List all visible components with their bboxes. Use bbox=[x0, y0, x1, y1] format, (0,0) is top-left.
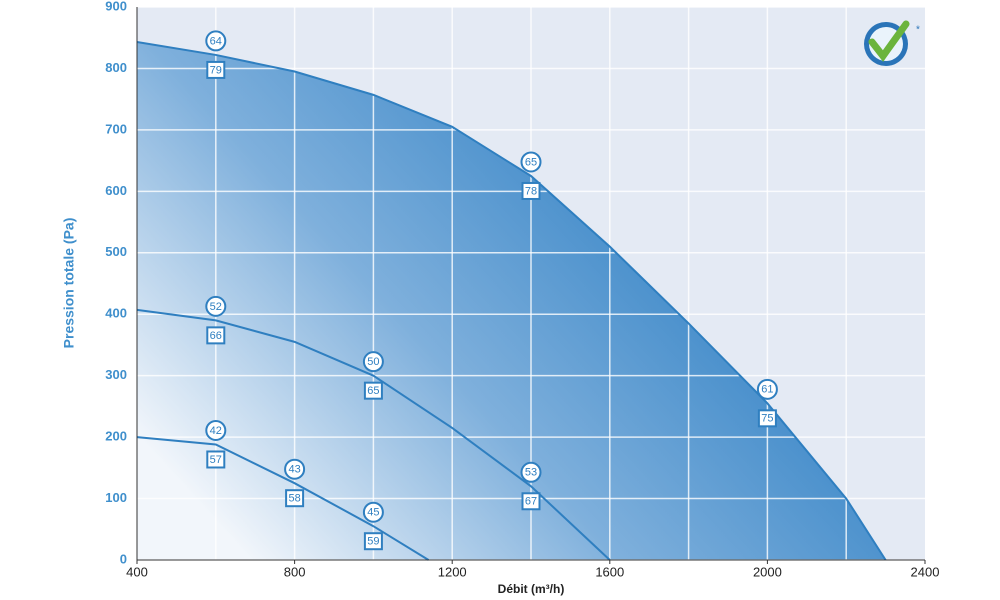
square-label: 58 bbox=[288, 493, 300, 505]
square-marker bbox=[521, 492, 541, 511]
circle-marker bbox=[520, 151, 542, 173]
square-marker bbox=[206, 450, 226, 469]
logo: * bbox=[864, 20, 920, 66]
circle-marker bbox=[205, 30, 227, 52]
circle-label: 50 bbox=[367, 356, 379, 368]
square-marker bbox=[206, 326, 226, 345]
square-label: 66 bbox=[210, 330, 222, 342]
x-tick-label: 1600 bbox=[595, 564, 624, 579]
square-marker bbox=[285, 489, 305, 508]
curve bbox=[136, 41, 887, 561]
circle-marker bbox=[362, 351, 384, 373]
svg-text:*: * bbox=[916, 25, 920, 36]
circle-label: 65 bbox=[525, 156, 537, 168]
square-label: 78 bbox=[525, 185, 537, 197]
y-tick-label: 200 bbox=[105, 429, 127, 444]
circle-label: 45 bbox=[367, 507, 379, 519]
circle-marker bbox=[205, 419, 227, 441]
y-tick-label: 800 bbox=[105, 60, 127, 75]
circle-marker bbox=[520, 461, 542, 483]
curve bbox=[136, 308, 611, 561]
square-label: 65 bbox=[367, 385, 379, 397]
square-marker bbox=[521, 181, 541, 200]
square-label: 67 bbox=[525, 496, 537, 508]
curve bbox=[136, 436, 430, 561]
circle-marker bbox=[205, 295, 227, 317]
y-tick-label: 0 bbox=[120, 551, 127, 566]
circle-label: 53 bbox=[525, 467, 537, 479]
square-marker bbox=[363, 381, 383, 400]
y-tick-label: 400 bbox=[105, 306, 127, 321]
square-marker bbox=[206, 60, 226, 79]
x-tick-label: 400 bbox=[126, 564, 148, 579]
square-label: 57 bbox=[210, 454, 222, 466]
y-tick-label: 500 bbox=[105, 244, 127, 259]
circle-label: 43 bbox=[288, 464, 300, 476]
square-marker bbox=[757, 409, 777, 428]
circle-label: 64 bbox=[210, 35, 222, 47]
circle-marker bbox=[756, 378, 778, 400]
x-tick-label: 800 bbox=[284, 564, 306, 579]
circle-label: 52 bbox=[210, 301, 222, 313]
square-label: 79 bbox=[210, 64, 222, 76]
circle-marker bbox=[284, 458, 306, 480]
x-tick-label: 1200 bbox=[438, 564, 467, 579]
y-tick-label: 100 bbox=[105, 490, 127, 505]
x-axis-label: Débit (m³/h) bbox=[498, 582, 565, 596]
y-tick-label: 900 bbox=[105, 0, 127, 13]
square-marker bbox=[363, 532, 383, 551]
square-label: 59 bbox=[367, 536, 379, 548]
y-axis-label: Pression totale (Pa) bbox=[61, 218, 77, 349]
x-tick-label: 2000 bbox=[753, 564, 782, 579]
y-tick-label: 600 bbox=[105, 183, 127, 198]
y-tick-label: 300 bbox=[105, 367, 127, 382]
circle-label: 61 bbox=[761, 384, 773, 396]
x-tick-label: 2400 bbox=[911, 564, 940, 579]
circle-label: 42 bbox=[210, 425, 222, 437]
circle-marker bbox=[362, 501, 384, 523]
square-label: 75 bbox=[761, 413, 773, 425]
y-tick-label: 700 bbox=[105, 121, 127, 136]
